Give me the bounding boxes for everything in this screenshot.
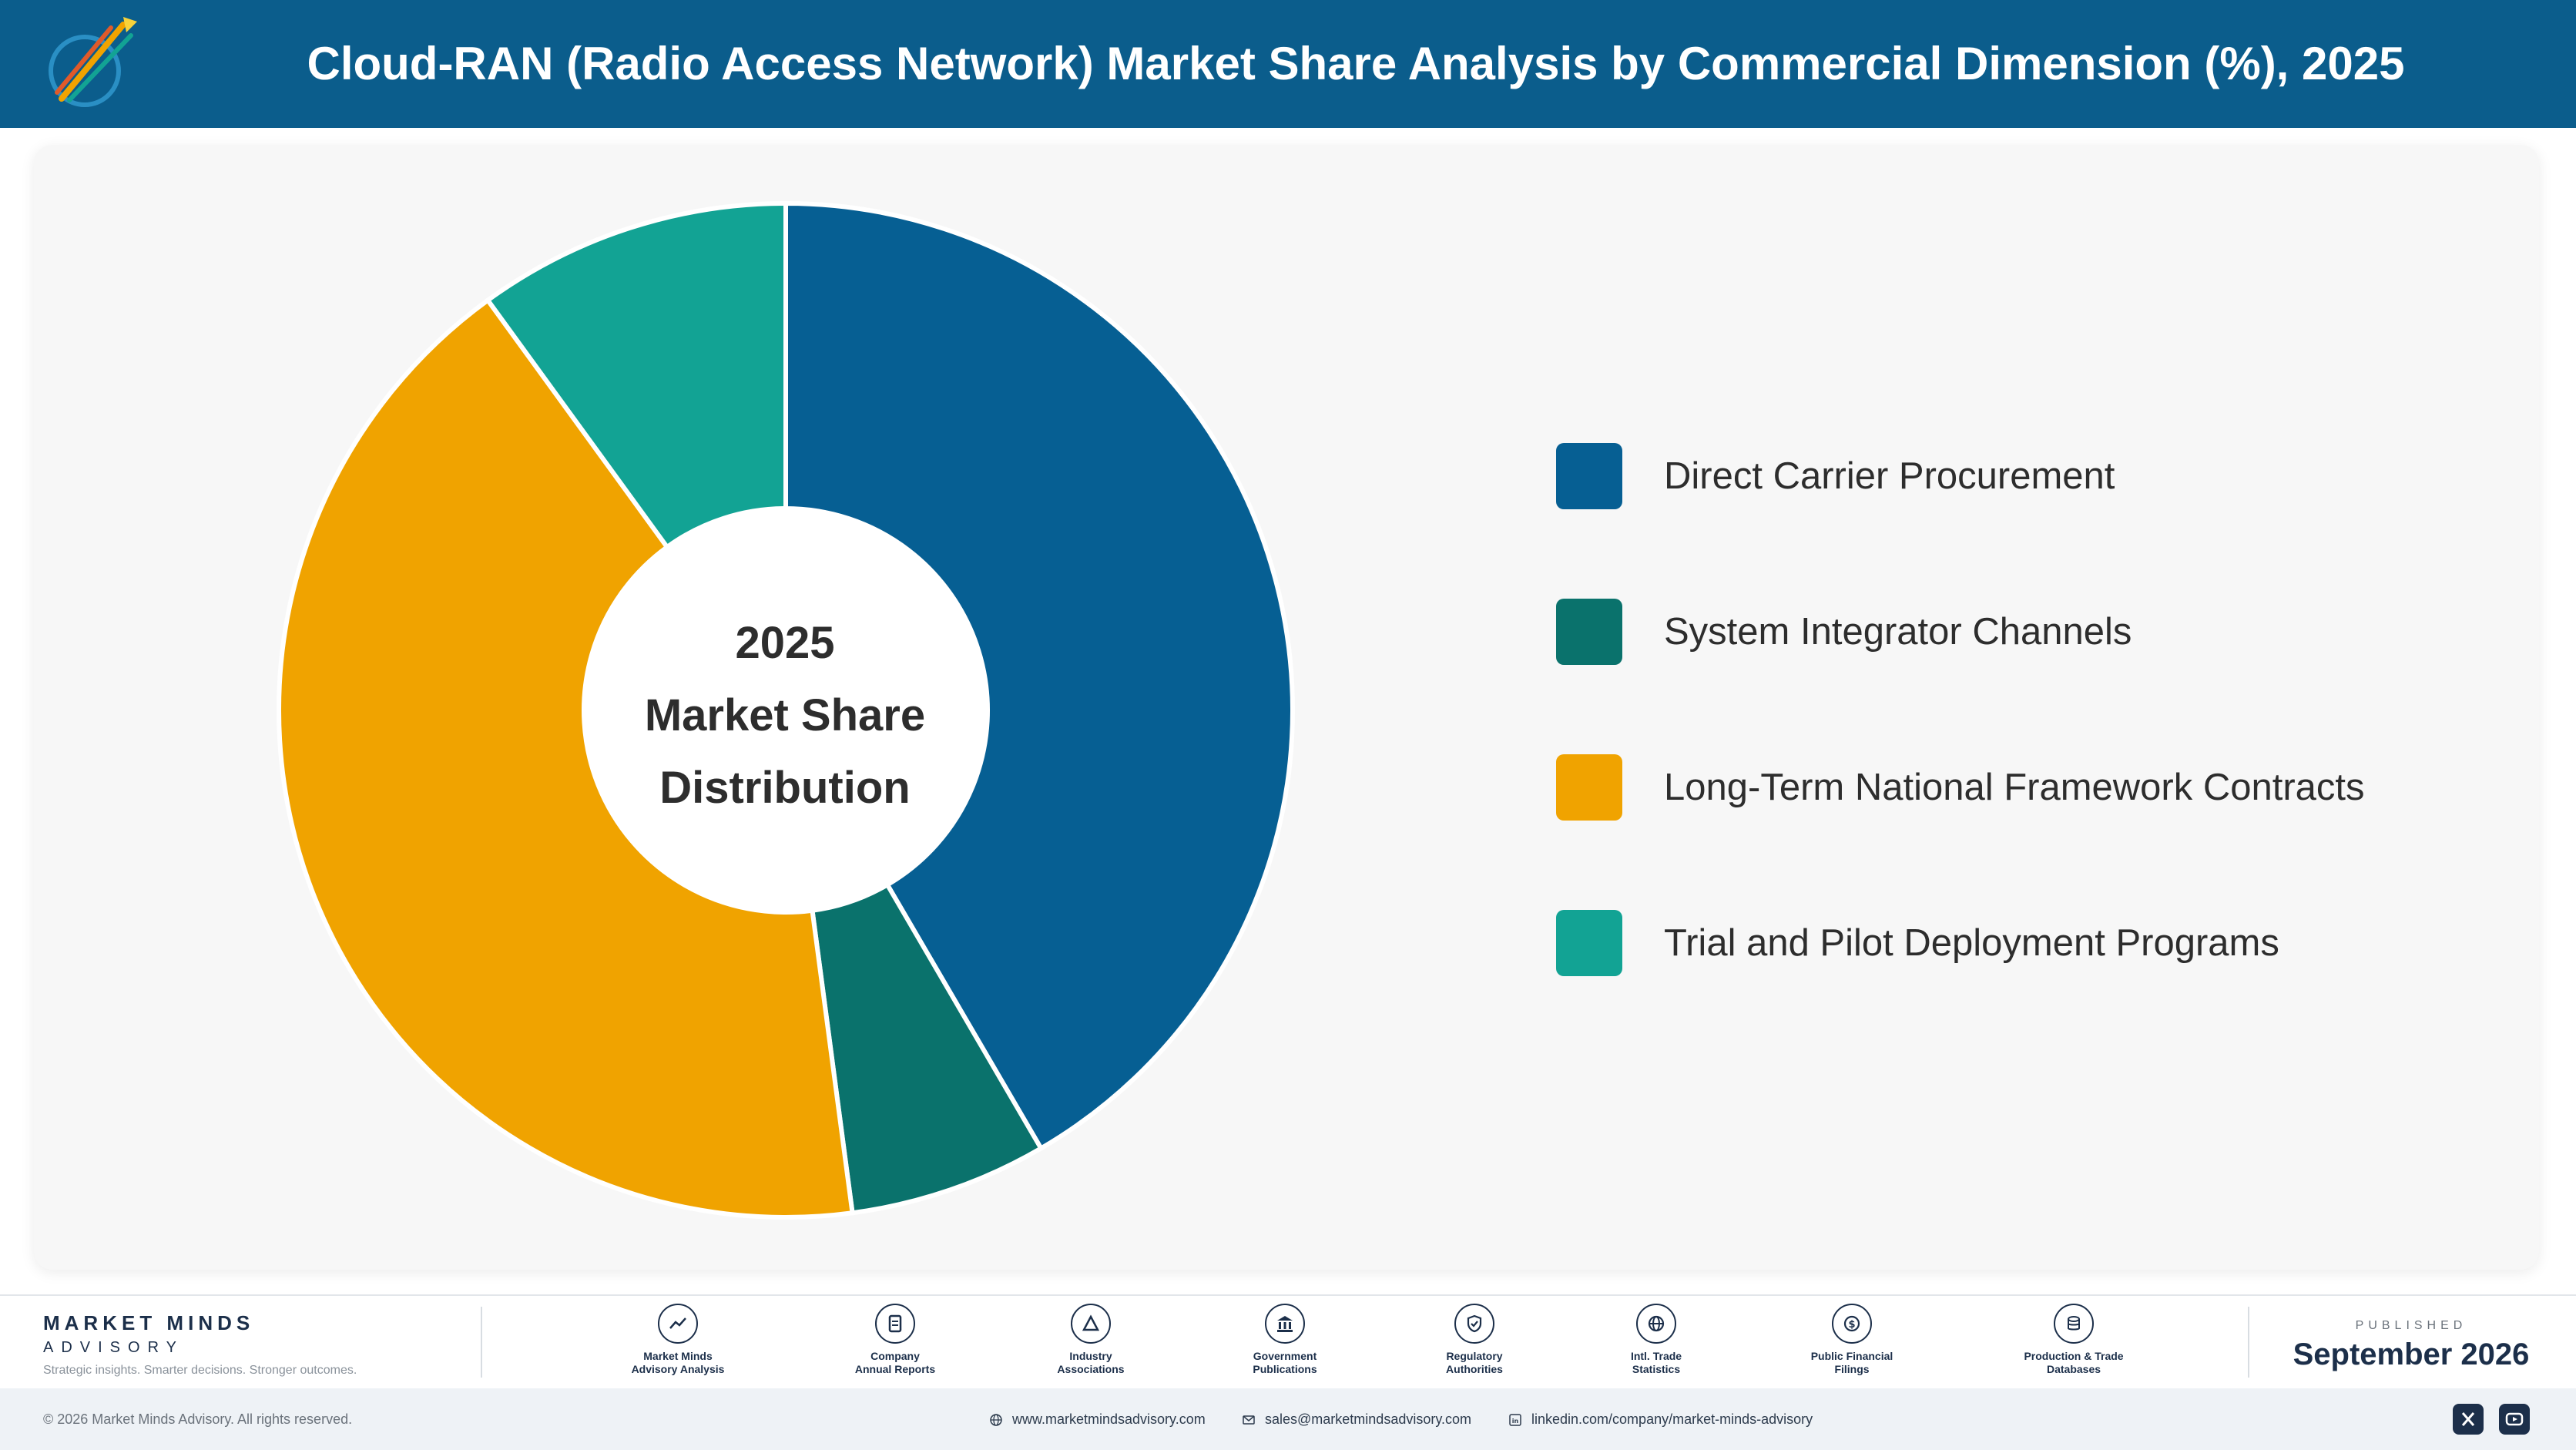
copyright-text: © 2026 Market Minds Advisory. All rights…: [43, 1411, 353, 1427]
source-item: Market Minds Advisory Analysis: [601, 1304, 755, 1376]
source-label-line: Company: [870, 1350, 920, 1362]
globe-icon: [990, 1414, 1002, 1426]
email-text: sales@marketmindsadvisory.com: [1265, 1411, 1472, 1427]
document-icon: [875, 1304, 915, 1344]
legend-item: Long-Term National Framework Contracts: [1556, 754, 2480, 822]
mail-icon: [1243, 1415, 1255, 1425]
center-label-line-1: 2025: [735, 618, 835, 668]
legend-label: Direct Carrier Procurement: [1664, 455, 2115, 497]
header-bar: Cloud-RAN (Radio Access Network) Market …: [0, 0, 2576, 128]
source-label-line: Statistics: [1632, 1363, 1681, 1375]
legend-item: System Integrator Channels: [1556, 599, 2480, 666]
youtube-social-button[interactable]: [2499, 1404, 2530, 1435]
brand-tagline: Strategic insights. Smarter decisions. S…: [43, 1364, 357, 1377]
source-label-line: Industry: [1069, 1350, 1112, 1362]
dollar-coin-icon: $: [1832, 1304, 1872, 1344]
source-label-line: Databases: [2046, 1363, 2101, 1375]
published-label: PUBLISHED: [2355, 1319, 2467, 1332]
source-item: Industry Associations: [1014, 1304, 1168, 1376]
donut-slice-1: [783, 200, 1295, 1152]
bottom-bar: © 2026 Market Minds Advisory. All rights…: [0, 1388, 2576, 1450]
website-link[interactable]: www.marketmindsadvisory.com: [989, 1388, 1206, 1450]
website-text: www.marketmindsadvisory.com: [1012, 1411, 1206, 1427]
shield-check-icon: [1454, 1304, 1494, 1344]
legend-swatch: [1556, 910, 1622, 976]
linkedin-icon: in: [1509, 1414, 1521, 1426]
source-label-line: Annual Reports: [854, 1363, 936, 1375]
source-label-line: Associations: [1057, 1363, 1125, 1375]
legend-item: Direct Carrier Procurement: [1556, 443, 2480, 511]
svg-text:$: $: [1848, 1319, 1855, 1331]
legend-label: Trial and Pilot Deployment Programs: [1664, 922, 2279, 964]
government-building-icon: [1265, 1304, 1305, 1344]
brand-subtitle: ADVISORY: [43, 1339, 184, 1356]
chart-card: 2025 Market Share Distribution Direct Ca…: [34, 145, 2539, 1270]
x-social-button[interactable]: [2453, 1404, 2484, 1435]
source-item: Regulatory Authorities: [1397, 1304, 1551, 1376]
x-icon: [2461, 1412, 2475, 1426]
donut-center-label: 2025 Market Share Distribution: [608, 607, 962, 824]
footer-divider: [2248, 1307, 2249, 1378]
source-item: Company Annual Reports: [818, 1304, 972, 1376]
legend-swatch: [1556, 754, 1622, 821]
source-label-line: Authorities: [1446, 1363, 1503, 1375]
line-chart-icon: [658, 1304, 698, 1344]
network-icon: [1071, 1304, 1111, 1344]
email-link[interactable]: sales@marketmindsadvisory.com: [1242, 1388, 1471, 1450]
linkedin-link[interactable]: in linkedin.com/company/market-minds-advi…: [1508, 1388, 1813, 1450]
svg-text:in: in: [1512, 1418, 1519, 1425]
donut-chart: [277, 200, 1295, 1220]
legend-swatch: [1556, 599, 1622, 665]
source-label-line: Market Minds: [643, 1350, 713, 1362]
source-item: Production & Trade Databases: [1997, 1304, 2151, 1376]
source-label-line: Government: [1253, 1350, 1317, 1362]
center-label-line-3: Distribution: [659, 763, 911, 813]
source-item: Government Publications: [1208, 1304, 1362, 1376]
legend-swatch: [1556, 443, 1622, 509]
footer-divider: [481, 1307, 482, 1378]
source-label-line: Production & Trade: [2024, 1350, 2124, 1362]
legend-item: Trial and Pilot Deployment Programs: [1556, 910, 2480, 978]
legend-label: Long-Term National Framework Contracts: [1664, 767, 2365, 808]
source-label-line: Advisory Analysis: [631, 1363, 725, 1375]
globe-icon: [1636, 1304, 1676, 1344]
footer: MARKET MINDS ADVISORY Strategic insights…: [0, 1294, 2576, 1388]
youtube-icon: [2505, 1412, 2524, 1426]
published-date: September 2026: [2293, 1338, 2530, 1371]
source-item: $ Public Financial Filings: [1775, 1304, 1929, 1376]
source-label-line: Publications: [1253, 1363, 1317, 1375]
source-label-line: Intl. Trade: [1630, 1350, 1682, 1362]
source-label-line: Filings: [1834, 1363, 1870, 1375]
page-title: Cloud-RAN (Radio Access Network) Market …: [307, 38, 2405, 89]
legend-label: System Integrator Channels: [1664, 611, 2132, 653]
source-item: Intl. Trade Statistics: [1579, 1304, 1733, 1376]
source-label-line: Public Financial: [1810, 1350, 1893, 1362]
data-sources: Market Minds Advisory Analysis Company Ann…: [601, 1304, 2172, 1388]
database-icon: [2054, 1304, 2094, 1344]
market-minds-logo-icon: [49, 17, 137, 107]
donut-hole: [584, 509, 988, 912]
linkedin-text: linkedin.com/company/market-minds-adviso…: [1531, 1411, 1813, 1427]
brand-name: MARKET MINDS: [43, 1311, 255, 1334]
source-label-line: Regulatory: [1446, 1350, 1503, 1362]
center-label-line-2: Market Share: [644, 690, 926, 740]
